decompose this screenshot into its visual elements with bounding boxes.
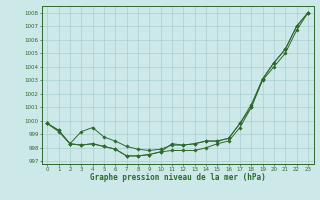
X-axis label: Graphe pression niveau de la mer (hPa): Graphe pression niveau de la mer (hPa) xyxy=(90,173,266,182)
